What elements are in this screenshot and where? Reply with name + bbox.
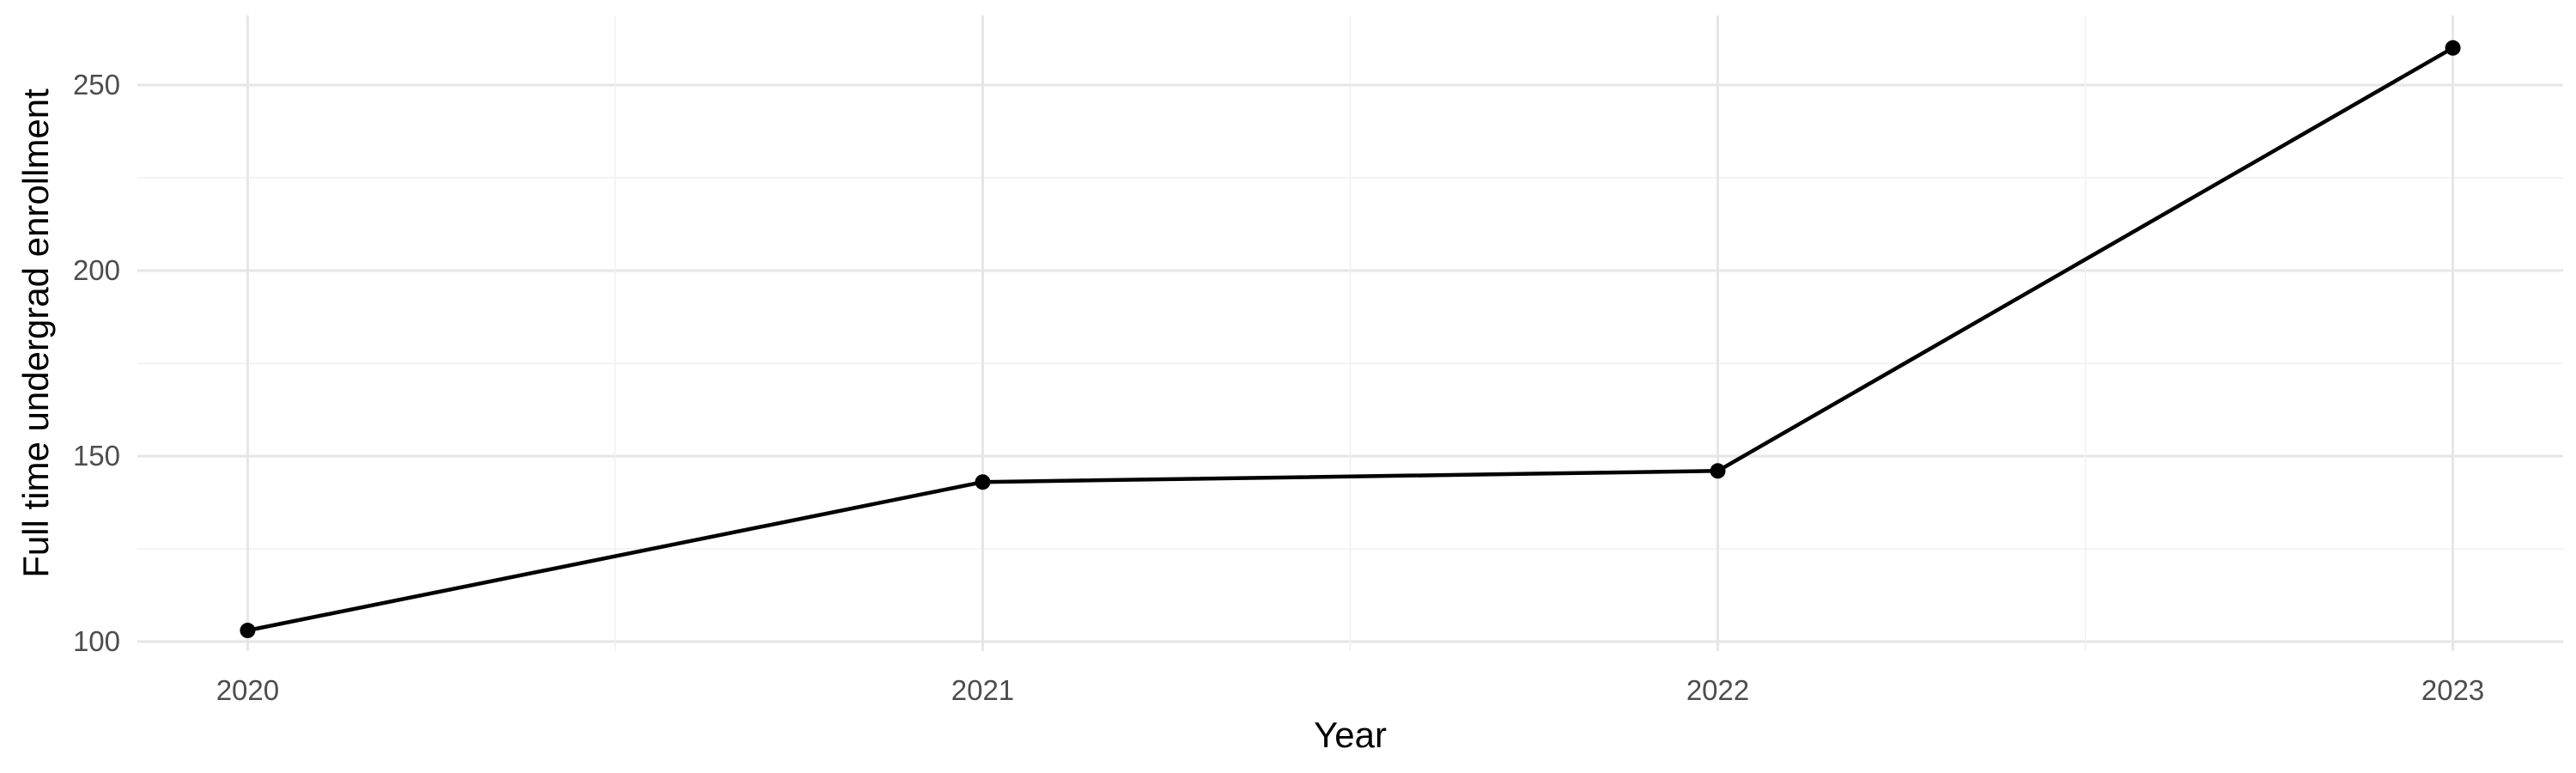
y-tick-label: 250 xyxy=(73,69,120,100)
grid xyxy=(137,15,2563,651)
y-axis-ticks: 100 150 200 250 xyxy=(73,69,120,657)
x-axis-ticks: 2020 2021 2022 2023 xyxy=(216,674,2485,706)
x-tick-label: 2021 xyxy=(951,674,1014,706)
x-axis-title: Year xyxy=(1314,715,1387,755)
y-axis-title: Full time undergrad enrollment xyxy=(15,88,56,578)
data-point xyxy=(1710,463,1726,479)
y-tick-label: 100 xyxy=(73,625,120,657)
y-tick-label: 150 xyxy=(73,440,120,472)
y-tick-label: 200 xyxy=(73,254,120,286)
data-point xyxy=(2445,40,2461,56)
x-tick-label: 2023 xyxy=(2421,674,2484,706)
series-layer xyxy=(240,40,2461,639)
series-line xyxy=(246,46,2455,633)
data-point xyxy=(240,623,256,639)
x-tick-label: 2022 xyxy=(1686,674,1749,706)
data-point xyxy=(975,474,991,490)
x-tick-label: 2020 xyxy=(216,674,279,706)
